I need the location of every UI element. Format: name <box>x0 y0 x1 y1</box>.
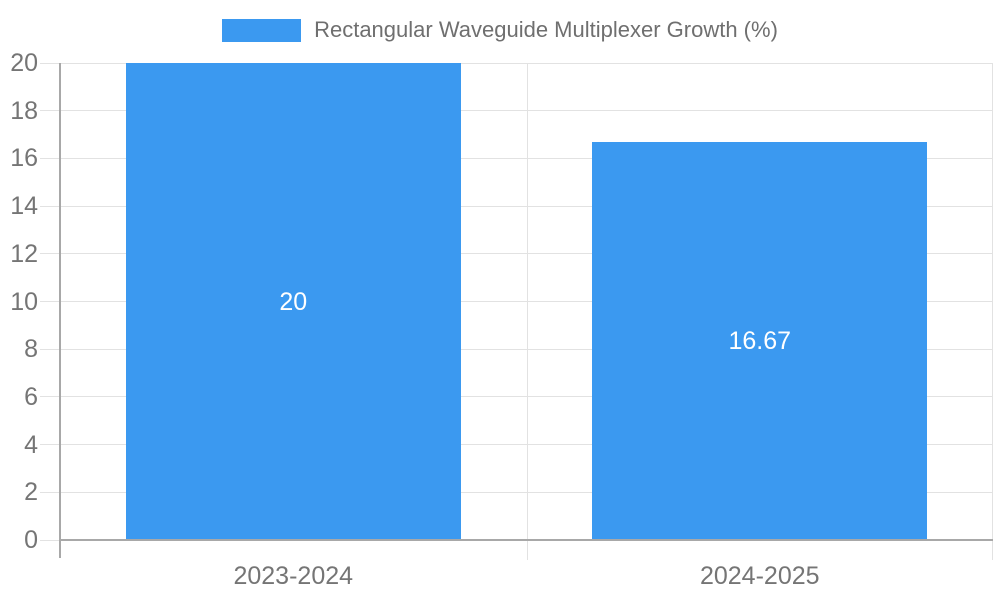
gridline <box>60 205 993 207</box>
gridline <box>60 62 993 64</box>
y-tick-mark <box>40 301 60 302</box>
y-tick-mark <box>40 539 60 541</box>
y-tick-label: 12 <box>10 239 38 268</box>
y-tick-mark <box>40 205 60 207</box>
bar <box>125 63 461 540</box>
y-tick-label: 2 <box>24 478 38 507</box>
y-tick-label: 18 <box>10 96 38 125</box>
legend: Rectangular Waveguide Multiplexer Growth… <box>0 17 1000 43</box>
y-tick-mark <box>40 110 60 112</box>
plot-area: 0 2 4 6 8 10 12 14 16 18 20 20 2023-2024 16.67 2024-20… <box>10 50 993 589</box>
y-tick-label: 0 <box>24 526 38 554</box>
bar-value-label: 16.67 <box>728 327 792 356</box>
bar <box>592 142 928 540</box>
y-tick-label: 6 <box>24 382 38 411</box>
gridline <box>60 110 993 112</box>
y-tick-mark <box>40 396 60 398</box>
y-tick-mark <box>40 62 60 64</box>
gridline <box>60 253 993 255</box>
plot-right-border <box>992 63 993 560</box>
gridline <box>60 348 993 350</box>
legend-label: Rectangular Waveguide Multiplexer Growth… <box>314 17 778 42</box>
y-tick-label: 14 <box>10 192 38 221</box>
x-tick-label: 2024-2025 <box>699 562 820 590</box>
y-axis-line <box>59 63 61 558</box>
y-tick-label: 8 <box>24 335 38 364</box>
y-tick-mark <box>40 444 60 446</box>
y-tick-label: 16 <box>10 144 38 173</box>
gridline <box>60 491 993 493</box>
gridline <box>60 301 993 302</box>
y-tick-label: 10 <box>10 287 38 316</box>
gridline <box>60 444 993 446</box>
bar-value-label: 20 <box>279 287 308 316</box>
y-tick-mark <box>40 253 60 255</box>
legend-swatch <box>222 18 302 42</box>
y-tick-label: 4 <box>24 430 38 459</box>
gridline <box>60 157 993 159</box>
x-tick-label: 2023-2024 <box>233 562 354 590</box>
y-tick-mark <box>40 491 60 493</box>
y-tick-mark <box>40 348 60 350</box>
gridline <box>60 396 993 398</box>
y-tick-mark <box>40 157 60 159</box>
x-axis-line <box>60 539 993 541</box>
category-divider <box>527 63 528 560</box>
y-tick-label: 20 <box>10 49 38 77</box>
